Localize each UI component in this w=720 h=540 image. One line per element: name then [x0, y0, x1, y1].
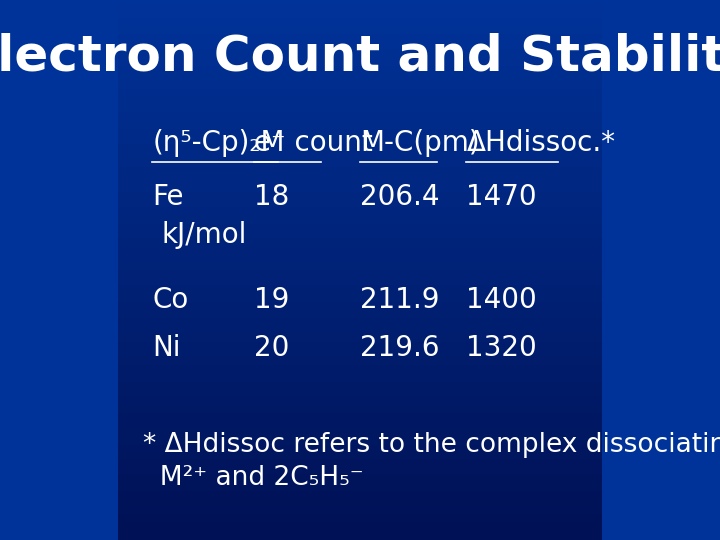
Text: 1400: 1400 — [467, 286, 537, 314]
Text: 1320: 1320 — [467, 334, 537, 362]
Text: M-C(pm): M-C(pm) — [360, 129, 480, 157]
Text: * ΔHdissoc refers to the complex dissociating to: * ΔHdissoc refers to the complex dissoci… — [143, 433, 720, 458]
Text: e⁻ count: e⁻ count — [253, 129, 372, 157]
Text: Ni: Ni — [152, 334, 181, 362]
Text: Co: Co — [152, 286, 189, 314]
Text: (η⁵-Cp)₂M: (η⁵-Cp)₂M — [152, 129, 284, 157]
Text: 219.6: 219.6 — [360, 334, 439, 362]
Text: 18: 18 — [253, 183, 289, 211]
Text: 1470: 1470 — [467, 183, 537, 211]
Text: kJ/mol: kJ/mol — [162, 221, 247, 249]
Text: 19: 19 — [253, 286, 289, 314]
Text: Electron Count and Stability: Electron Count and Stability — [0, 33, 720, 80]
Text: 20: 20 — [253, 334, 289, 362]
Text: Fe: Fe — [152, 183, 184, 211]
Text: 211.9: 211.9 — [360, 286, 439, 314]
Text: ΔHdissoc.*: ΔHdissoc.* — [467, 129, 616, 157]
Text: 206.4: 206.4 — [360, 183, 439, 211]
Text: M²⁺ and 2C₅H₅⁻: M²⁺ and 2C₅H₅⁻ — [143, 465, 363, 491]
